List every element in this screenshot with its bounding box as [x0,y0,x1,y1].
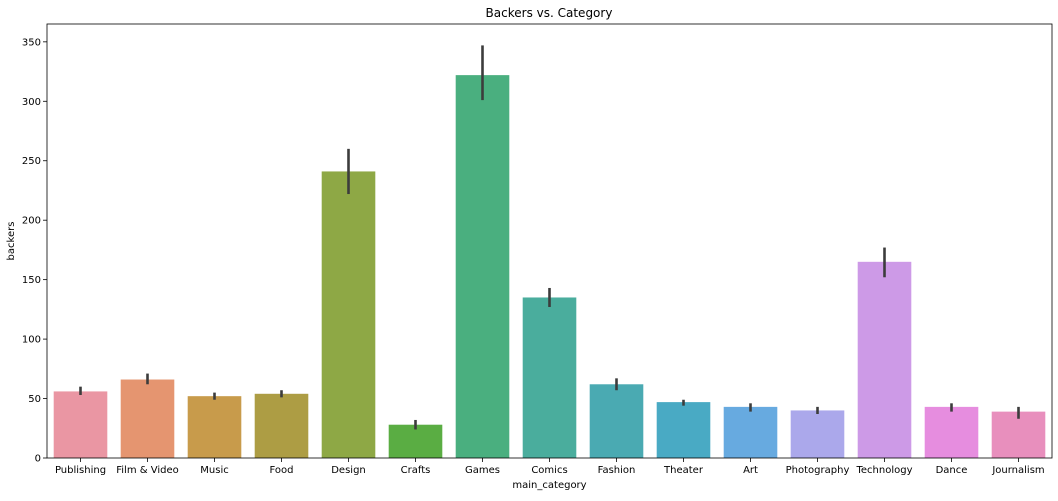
y-tick-label: 300 [22,97,41,108]
y-tick-label: 50 [28,394,41,405]
bar [857,261,912,458]
x-tick-label: Design [331,465,366,476]
y-tick-label: 100 [22,335,41,346]
x-tick-label: Fashion [598,465,636,476]
x-tick-label: Comics [531,465,567,476]
y-tick-label: 350 [22,37,41,48]
plot-frame [46,23,1053,459]
bar [388,424,443,458]
chart-title: Backers vs. Category [486,6,613,20]
y-tick-label: 200 [22,216,41,227]
x-tick-label: Theater [663,465,704,476]
bar [991,411,1046,458]
y-tick-label: 250 [22,156,41,167]
bar [455,75,510,458]
x-axis-label: main_category [512,480,586,491]
bar [656,402,711,458]
bar [790,410,845,458]
bar [522,297,577,458]
x-tick-label: Publishing [55,465,106,476]
error-bars-group [79,45,1020,430]
x-tick-label: Food [270,465,294,476]
bar [589,384,644,458]
x-tick-label: Photography [786,465,850,476]
bar [723,406,778,458]
y-axis: 0 50 100 150 200 250 300 350 [22,37,47,465]
bars-group [53,75,1046,458]
x-tick-label: Film & Video [116,465,179,476]
y-axis-label: backers [6,222,17,261]
bar [53,391,108,458]
bar [120,379,175,458]
x-tick-label: Crafts [401,465,431,476]
y-tick-label: 0 [35,454,41,465]
x-tick-label: Dance [936,465,968,476]
y-tick-label: 150 [22,275,41,286]
x-tick-label: Art [743,465,758,476]
bar [187,396,242,458]
bar [254,393,309,458]
x-tick-label: Journalism [991,465,1044,476]
x-tick-label: Games [465,465,500,476]
x-axis: Publishing Film & Video Music Food Design Cra… [55,458,1045,476]
bar [321,171,376,458]
x-tick-label: Technology [855,465,912,476]
x-tick-label: Music [200,465,228,476]
bar [924,406,979,458]
